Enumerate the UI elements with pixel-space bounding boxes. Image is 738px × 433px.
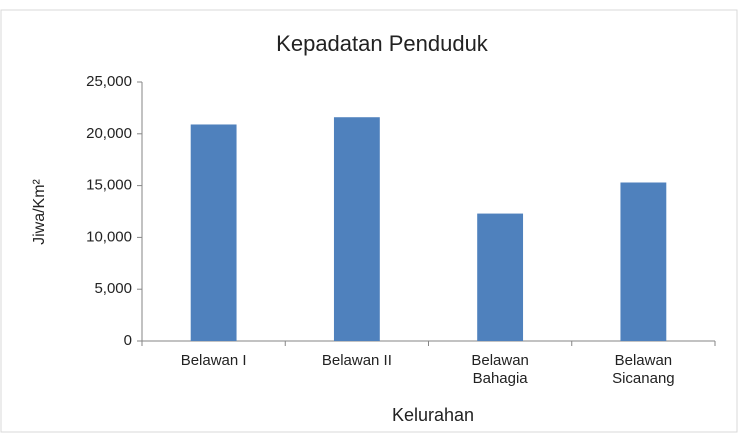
chart-title: Kepadatan Penduduk (276, 31, 489, 56)
x-tick-label: Belawan II (321, 352, 392, 369)
bar (620, 182, 667, 341)
y-tick-label: 20,000 (86, 125, 132, 142)
x-tick-label: Belawan I (180, 352, 247, 369)
bar (477, 213, 524, 341)
y-tick-label: 10,000 (86, 228, 132, 245)
bar (333, 117, 380, 341)
bar (190, 124, 237, 341)
y-tick-label: 5,000 (94, 280, 132, 297)
y-axis-label: Jiwa/Km² (31, 178, 48, 244)
y-tick-label: 15,000 (86, 177, 132, 194)
y-tick-label: 0 (124, 332, 132, 349)
y-tick-label: 25,000 (86, 73, 132, 90)
x-axis-label: Kelurahan (392, 405, 474, 425)
x-tick-label: Belawan Bahagia (471, 352, 529, 387)
x-tick-label: Belawan Sicanang (612, 352, 675, 387)
